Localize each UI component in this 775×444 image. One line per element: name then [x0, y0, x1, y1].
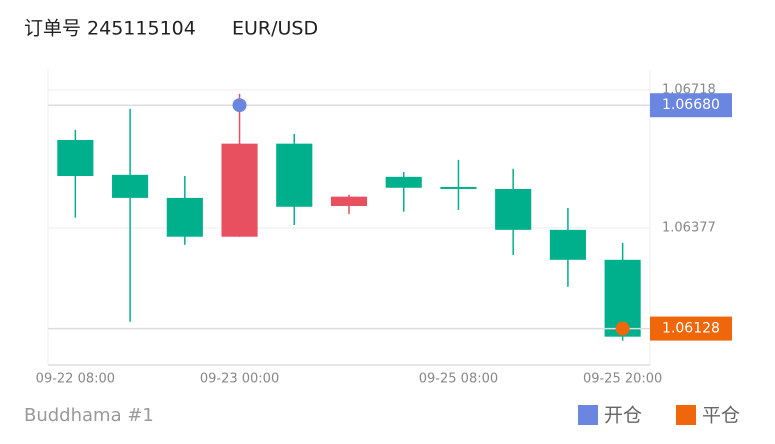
marker-label: 1.06128 [662, 321, 720, 337]
marker-point [615, 321, 630, 336]
candle-body [57, 140, 94, 177]
legend-swatch [578, 405, 598, 425]
x-tick-label: 09-22 08:00 [36, 372, 115, 387]
x-tick-label: 09-23 00:00 [200, 372, 279, 387]
candle-body [112, 174, 149, 198]
candle-body [166, 197, 203, 237]
chart-title: 订单号 245115104 [24, 18, 196, 40]
x-tick-label: 09-25 20:00 [583, 372, 662, 387]
marker-label-box [650, 316, 732, 341]
marker-label-box [650, 93, 732, 118]
footer: Buddhama #1 [24, 405, 154, 426]
y-tick-label: 1.06377 [662, 220, 716, 235]
chart-subtitle: EUR/USD [232, 18, 318, 40]
legend-label: 平仓 [702, 405, 740, 427]
candle-body [221, 143, 258, 237]
marker-label: 1.06680 [662, 97, 720, 113]
legend-swatch [676, 405, 696, 425]
marker-point [232, 98, 247, 113]
candle-body [276, 143, 313, 207]
candle-body [330, 196, 368, 206]
candle-body [440, 186, 477, 189]
x-tick-label: 09-25 08:00 [419, 372, 498, 387]
candle-body [549, 229, 586, 260]
candle-body [495, 188, 532, 230]
legend-label: 开仓 [604, 405, 642, 427]
candle-body [385, 176, 422, 188]
